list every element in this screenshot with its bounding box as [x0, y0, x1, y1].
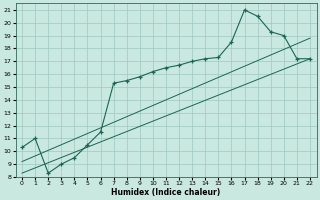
X-axis label: Humidex (Indice chaleur): Humidex (Indice chaleur) — [111, 188, 221, 197]
